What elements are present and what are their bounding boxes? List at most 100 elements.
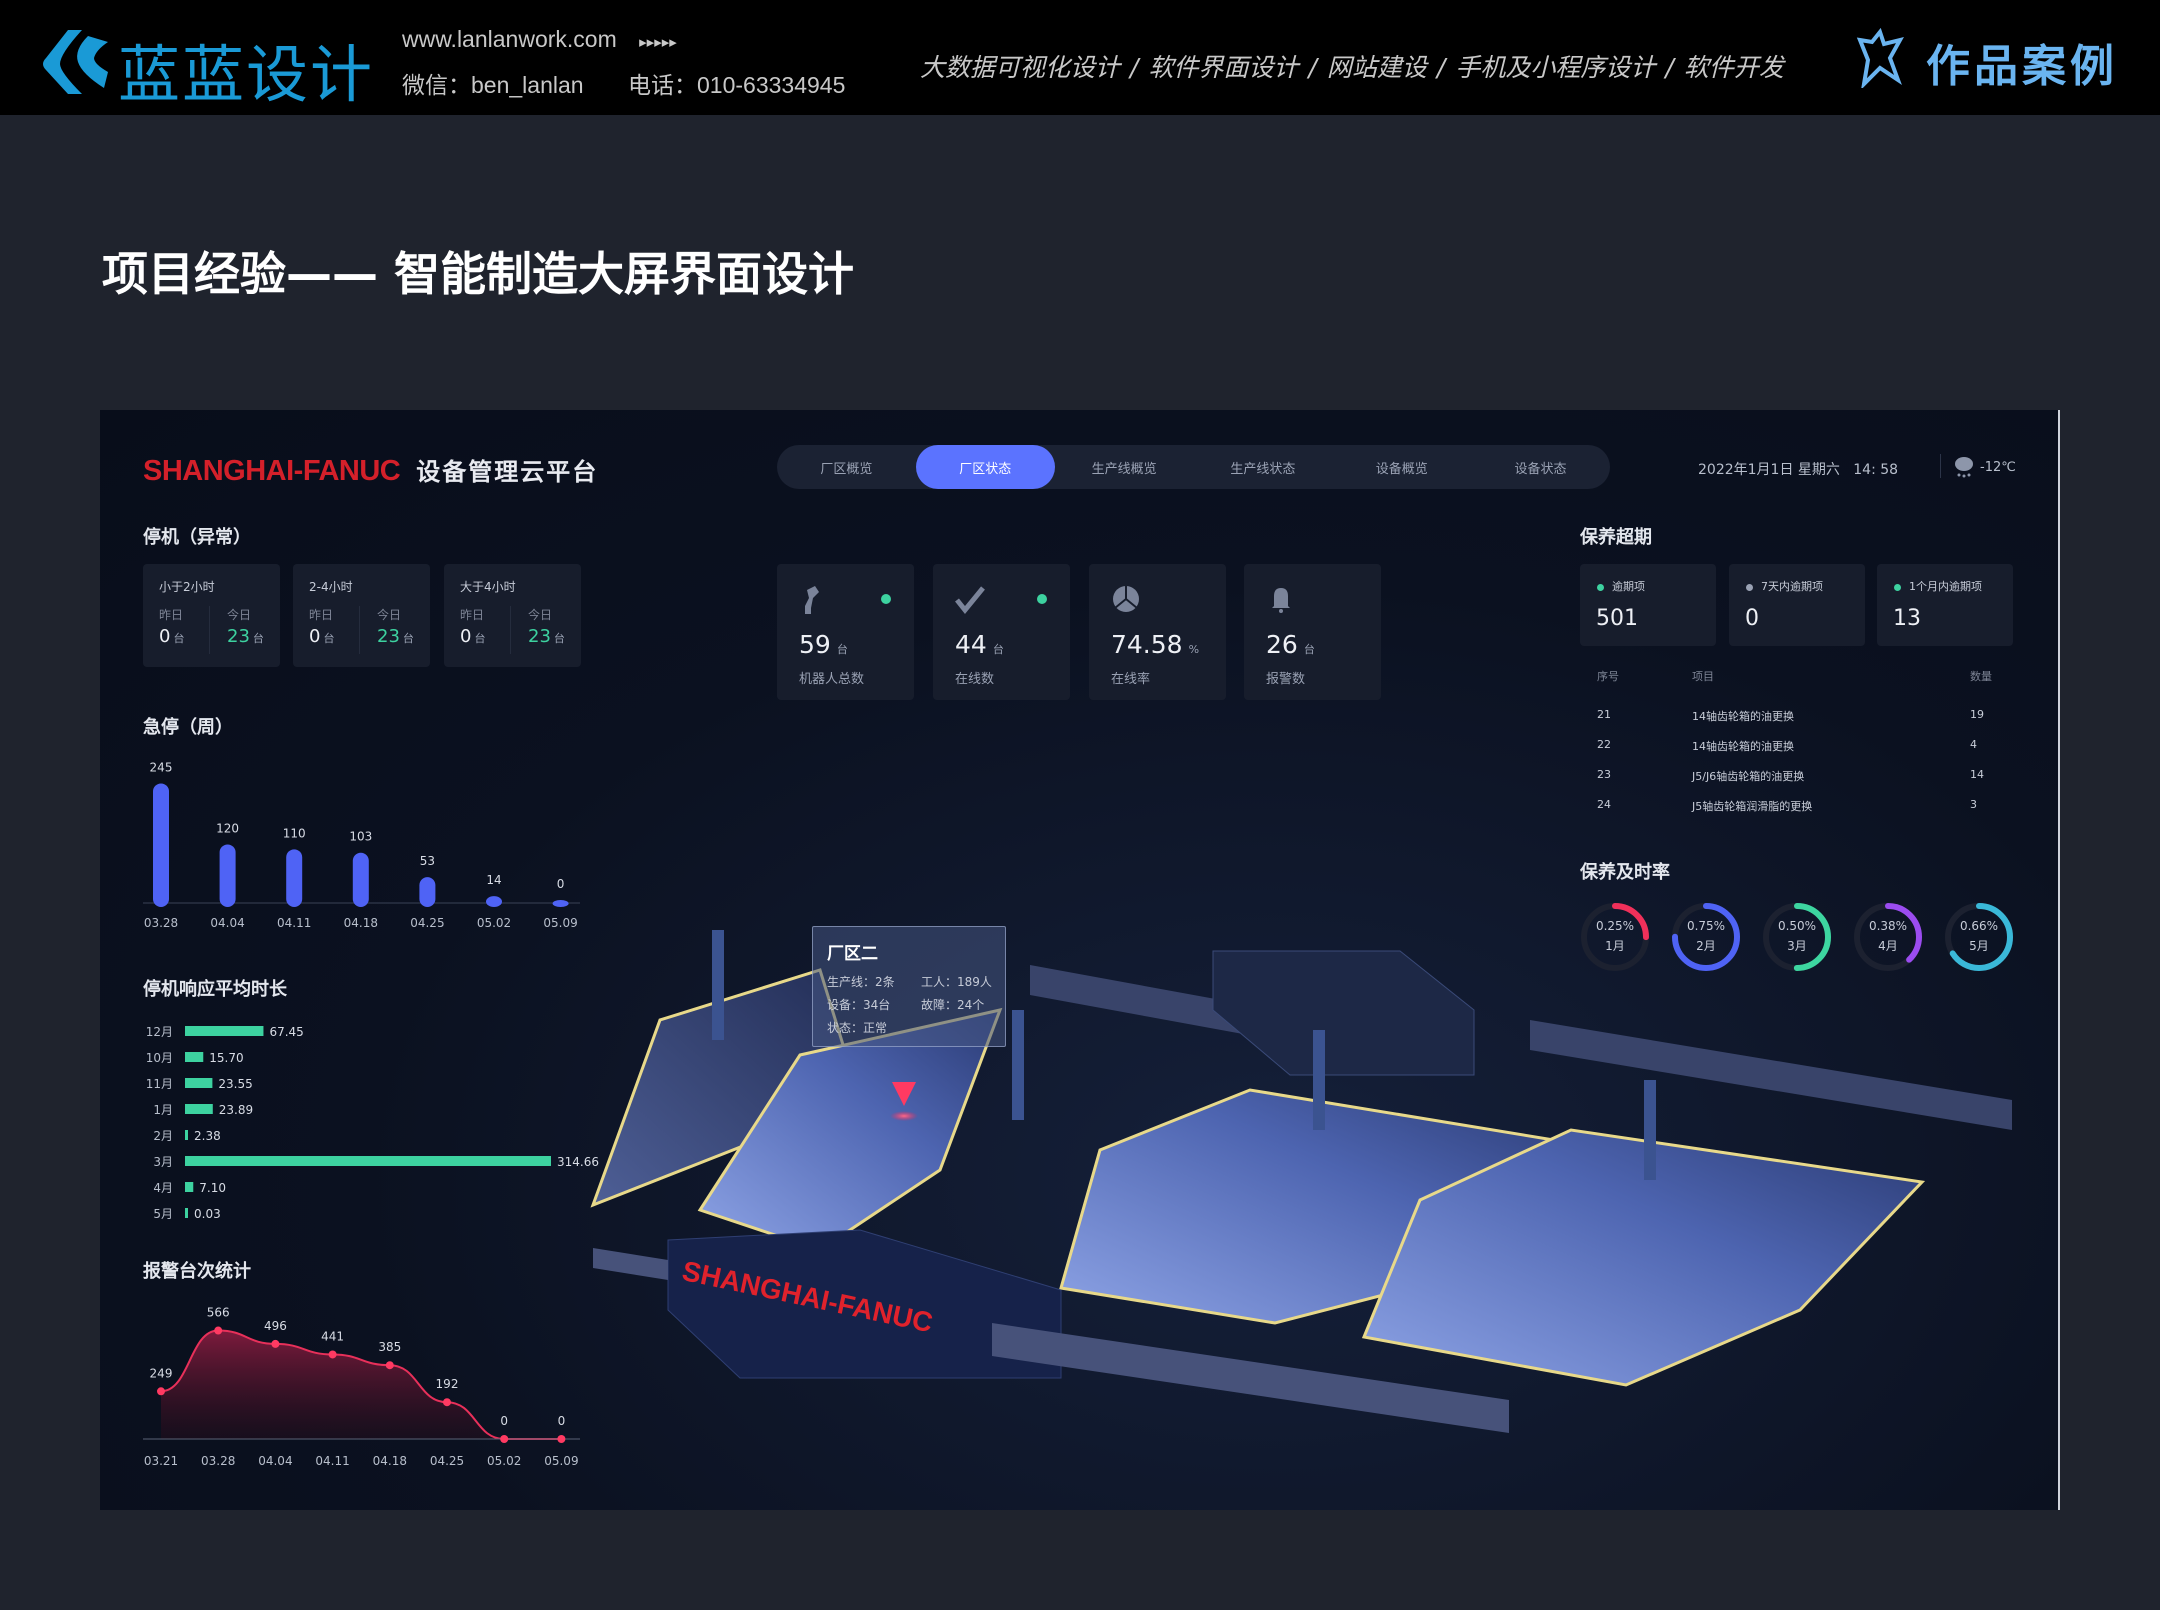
value: 59 [799, 630, 831, 659]
table-row[interactable]: 23 J5/J6轴齿轮箱的油更换 14 [1580, 764, 2058, 788]
service-item[interactable]: 手机及小程序设计 [1455, 53, 1656, 82]
unit: 台 [992, 643, 1004, 656]
table-cell: 14轴齿轮箱的油更换 [1692, 740, 1794, 753]
point-value-label: 249 [150, 1366, 173, 1380]
bar [552, 900, 569, 907]
temperature: -12℃ [1980, 460, 2016, 475]
works-link[interactable]: 作品案例 [1926, 41, 2118, 92]
service-item[interactable]: 网站建设 [1326, 53, 1427, 82]
donut-arc [1945, 903, 2013, 971]
tab-device-overview[interactable]: 设备概览 [1375, 461, 1428, 477]
service-item[interactable]: 软件界面设计 [1148, 53, 1299, 82]
kpi-label: 在线率 [1111, 672, 1151, 687]
service-item[interactable]: 大数据可视化设计 [920, 53, 1121, 82]
tab-line-overview[interactable]: 生产线概览 [1091, 461, 1157, 477]
towers [712, 930, 1656, 1180]
divider [510, 606, 511, 654]
x-tick-label: 04.25 [430, 1454, 464, 1468]
tab-park-overview[interactable]: 厂区概览 [820, 461, 873, 477]
point-value-label: 385 [378, 1340, 401, 1354]
website-link[interactable]: www.lanlanwork.com ▸▸▸▸▸ [402, 26, 677, 53]
x-tick-label: 04.18 [344, 916, 378, 930]
stop-card[interactable]: 小于2小时 昨日 今日 0 台 23 台 [143, 564, 280, 667]
x-tick-label: 04.04 [258, 1454, 292, 1468]
robot-arm-icon [805, 586, 819, 614]
kpi-card[interactable]: 74.58% 在线率 [1089, 564, 1226, 700]
response-time-chart: 12月 67.45 10月 15.70 11月 23.55 1月 23.89 2月 2.38 3月 3… [146, 1025, 599, 1221]
table-cell: 24 [1597, 798, 1611, 811]
kpi-card[interactable]: 44 台在线数 [933, 564, 1070, 700]
tab-park-status[interactable]: 厂区状态 [915, 445, 1055, 489]
table-row[interactable]: 24 J5轴齿轮箱润滑脂的更换 3 [1580, 794, 2058, 818]
donut-value: 0.50% [1777, 919, 1817, 933]
table-row[interactable]: 21 14轴齿轮箱的油更换 19 [1580, 704, 2058, 728]
data-point [328, 1350, 337, 1359]
bar [486, 896, 502, 907]
bar-value-label: 110 [283, 826, 306, 840]
bar [185, 1104, 213, 1114]
lanlan-logo-icon [43, 30, 108, 94]
tooltip-title: 厂区二 [827, 944, 878, 964]
donut-ring [1672, 903, 1740, 971]
emergency-stop-chart: 245 03.28 120 04.04 110 04.11 103 04.18 53 04.25 1… [143, 760, 580, 930]
bar [185, 1052, 204, 1062]
donut-month: 2月 [1696, 939, 1716, 953]
area-fill [161, 1330, 562, 1439]
overdue-card[interactable]: 7天内逾期项 0 [1729, 564, 1865, 646]
bar-value-label: 67.45 [269, 1025, 303, 1039]
bell-icon [1272, 588, 1290, 613]
x-tick-label: 03.28 [144, 916, 178, 930]
value: 0 [460, 626, 472, 647]
bar [352, 852, 369, 907]
today-value: 23 台 [227, 626, 264, 647]
donut-value: 0.66% [1959, 919, 1999, 933]
table-cell: 22 [1597, 738, 1611, 751]
value: 74.58 [1111, 630, 1183, 659]
datetime: 2022年1月1日 星期六 14: 58 [1698, 459, 1898, 479]
data-point [271, 1339, 280, 1348]
stop-card[interactable]: 2-4小时 昨日 今日 0 台 23 台 [293, 564, 430, 667]
table-cell: 3 [1970, 798, 1977, 811]
today-label: 今日 [528, 608, 553, 622]
alarm-count-chart: 249 03.21 566 03.28 496 04.04 441 04.11 385 04.18… [143, 1306, 580, 1468]
chart-title: 停机响应平均时长 [143, 979, 287, 1000]
donut-arc [1763, 903, 1831, 971]
tab-line-status[interactable]: 生产线状态 [1230, 461, 1296, 477]
point-value-label: 0 [500, 1414, 508, 1428]
service-item[interactable]: 软件开发 [1683, 53, 1784, 82]
point-value-label: 441 [321, 1329, 344, 1343]
x-tick-label: 04.18 [373, 1454, 407, 1468]
today-label: 今日 [227, 608, 252, 622]
x-tick-label: 05.02 [477, 916, 511, 930]
x-tick-label: 04.25 [410, 916, 444, 930]
stop-card[interactable]: 大于4小时 昨日 今日 0 台 23 台 [444, 564, 581, 667]
y-tick-label: 10月 [146, 1051, 173, 1065]
kpi-card[interactable]: 59 台机器人总数 [777, 564, 914, 700]
section-title: 保养及时率 [1580, 862, 1670, 883]
unit: 台 [1303, 643, 1315, 656]
data-point [214, 1326, 223, 1335]
bar [185, 1026, 264, 1036]
y-tick-label: 3月 [153, 1155, 173, 1169]
kpi-card[interactable]: 26 台报警数 [1244, 564, 1381, 700]
yesterday-label: 昨日 [159, 608, 184, 622]
back-conveyor [1030, 965, 2012, 1130]
card-value: 0 [1745, 606, 1759, 631]
overdue-card[interactable]: 逾期项 501 [1580, 564, 1716, 646]
point-value-label: 0 [558, 1414, 566, 1428]
tooltip-devices: 设备：34台 [827, 998, 891, 1012]
tab-device-status[interactable]: 设备状态 [1514, 461, 1567, 477]
bar-value-label: 23.89 [219, 1103, 253, 1117]
y-tick-label: 5月 [153, 1207, 173, 1221]
overdue-card[interactable]: 1个月内逾期项 13 [1877, 564, 2013, 646]
card-value: 13 [1893, 606, 1921, 631]
separator: / [1665, 53, 1674, 82]
services-list: 大数据可视化设计 / 软件界面设计 / 网站建设 / 手机及小程序设计 / 软件开发 [920, 48, 1794, 84]
front-conveyor [992, 1323, 1509, 1433]
table-row[interactable]: 22 14轴齿轮箱的油更换 4 [1580, 734, 2058, 758]
x-tick-label: 04.11 [315, 1454, 349, 1468]
x-tick-label: 05.02 [487, 1454, 521, 1468]
bar [185, 1208, 188, 1218]
